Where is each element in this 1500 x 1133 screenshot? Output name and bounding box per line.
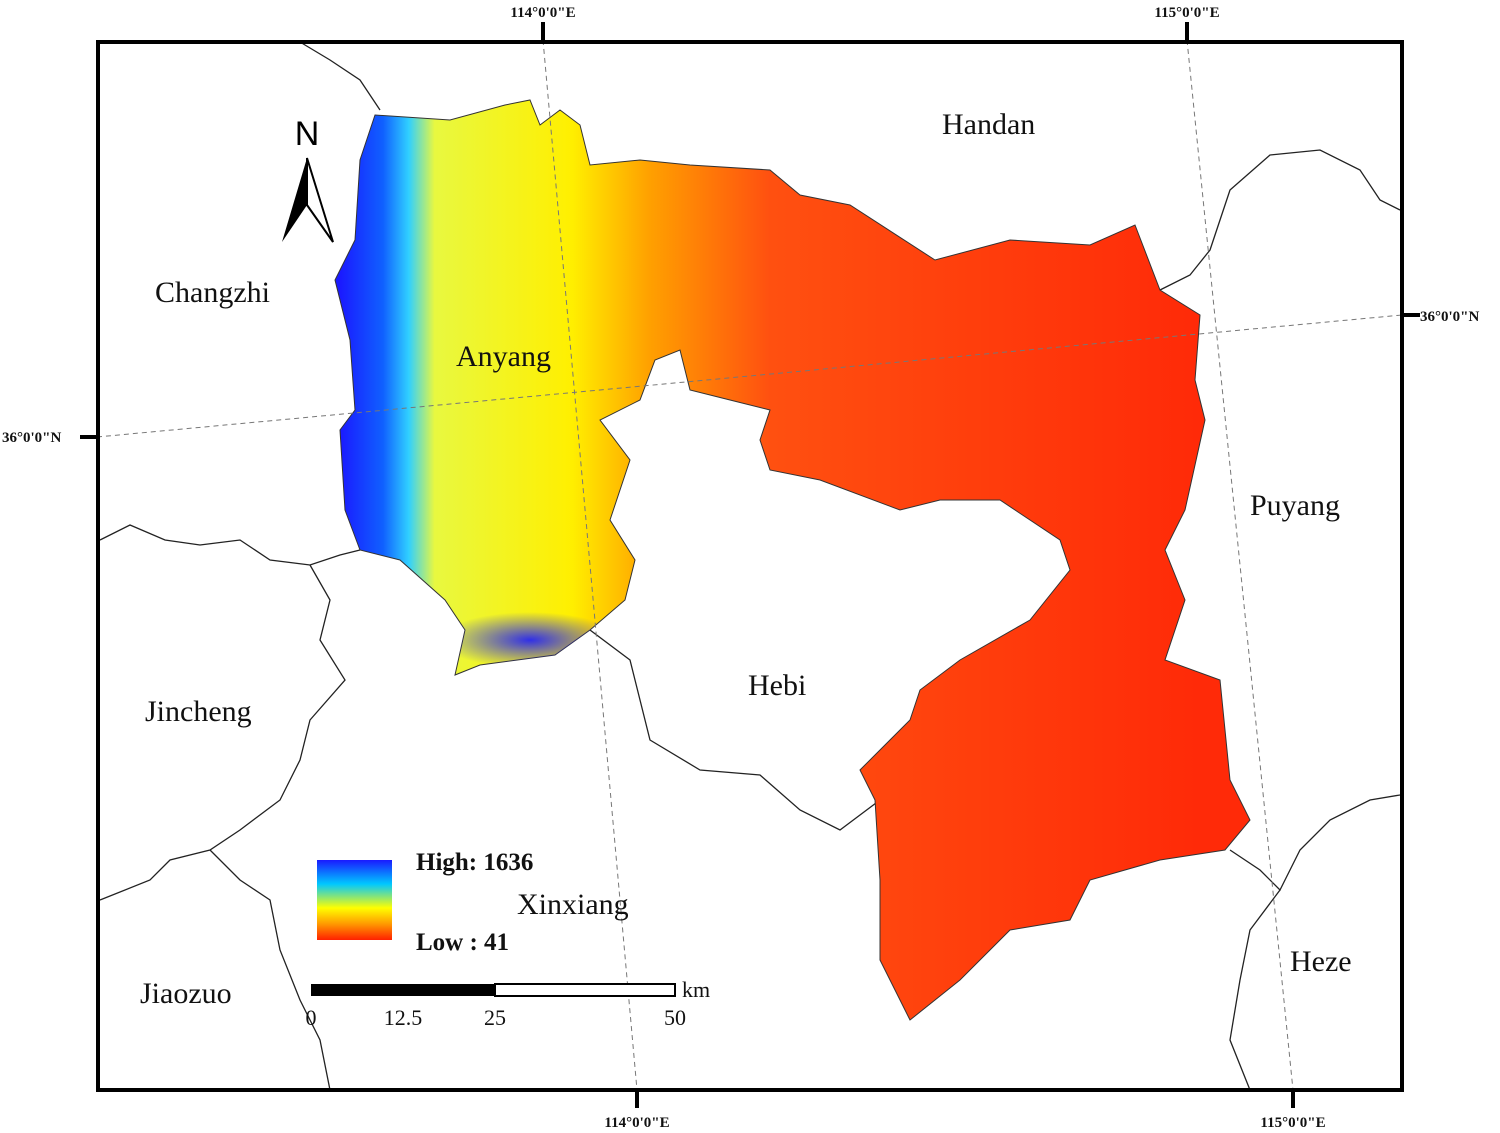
city-label-heze: Heze xyxy=(1290,945,1352,978)
lon-label-115-bottom: 115°0'0"E xyxy=(1260,1115,1325,1131)
city-label-handan: Handan xyxy=(942,108,1035,141)
legend-high-label: High: 1636 xyxy=(416,849,533,876)
lon-label-115-top: 115°0'0"E xyxy=(1154,5,1219,21)
graticule xyxy=(96,39,1403,1091)
north-arrow-icon xyxy=(282,158,307,242)
scale-tick-0: 0 xyxy=(306,1005,317,1030)
anyang-dem-region xyxy=(334,99,1251,1021)
city-label-changzhi: Changzhi xyxy=(155,276,270,309)
city-label-hebi: Hebi xyxy=(748,669,806,702)
north-arrow: N xyxy=(282,115,334,243)
southern-low-elevation-shading xyxy=(440,612,620,668)
legend-color-ramp xyxy=(317,860,392,940)
graticule-ticks xyxy=(80,22,1420,1108)
scale-bar: km 0 12.5 25 50 xyxy=(306,977,711,1030)
lon-label-114-bottom: 114°0'0"E xyxy=(604,1115,669,1131)
north-arrow-label: N xyxy=(295,115,320,153)
scale-tick-25: 25 xyxy=(484,1005,506,1030)
city-label-anyang: Anyang xyxy=(456,340,551,373)
scale-tick-12-5: 12.5 xyxy=(384,1005,423,1030)
lon-label-114-top: 114°0'0"E xyxy=(510,5,575,21)
city-label-puyang: Puyang xyxy=(1250,489,1340,522)
city-label-jincheng: Jincheng xyxy=(145,695,252,728)
scale-tick-50: 50 xyxy=(664,1005,686,1030)
lat-label-36-right: 36°0'0"N xyxy=(1420,309,1479,325)
scale-unit: km xyxy=(682,977,710,1002)
map-frame xyxy=(96,40,1404,1092)
lat-label-36-left: 36°0'0"N xyxy=(2,430,61,446)
city-label-jiaozuo: Jiaozuo xyxy=(140,977,232,1010)
legend-low-label: Low : 41 xyxy=(416,929,509,956)
elevation-legend: High: 1636 Low : 41 xyxy=(317,849,533,956)
city-label-xinxiang: Xinxiang xyxy=(517,888,629,921)
admin-boundaries xyxy=(99,41,1401,1091)
